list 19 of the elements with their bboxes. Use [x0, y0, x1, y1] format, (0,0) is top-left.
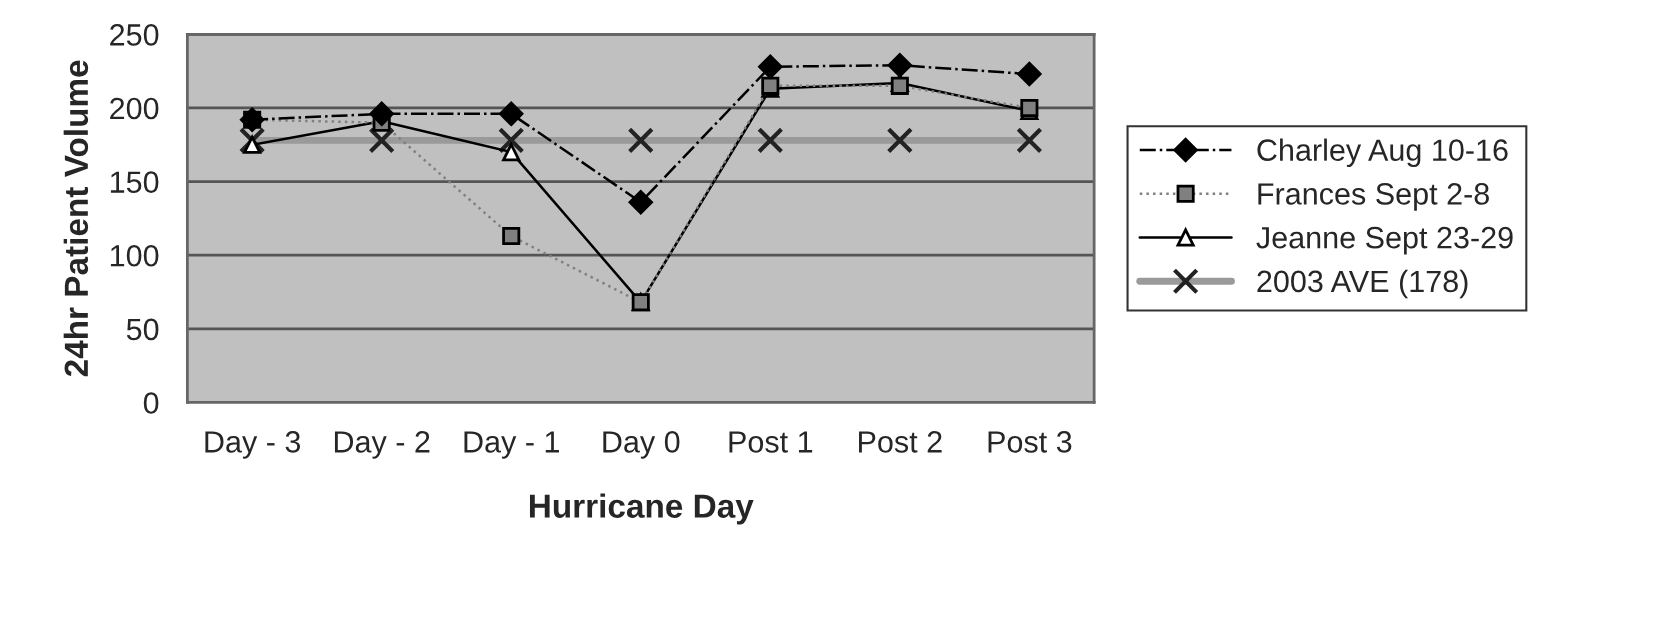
- x-tick-label: Day - 3: [205, 431, 301, 459]
- legend-label: Charley Aug 10-16: [1257, 138, 1508, 167]
- x-tick-label: Day - 2: [334, 431, 430, 459]
- legend-label: Jeanne Sept 23-29: [1256, 226, 1513, 255]
- y-tick-label: 0: [143, 392, 159, 414]
- x-axis-title: Hurricane Day: [529, 493, 754, 525]
- y-tick-label: 200: [110, 97, 159, 120]
- y-tick-label: 250: [110, 24, 159, 46]
- x-tick-label: Post 3: [988, 431, 1072, 453]
- y-axis-title: 24hr Patient Volume: [63, 60, 89, 377]
- y-tick-label: 50: [126, 318, 159, 341]
- x-tick-label: Day 0: [603, 431, 680, 459]
- legend-label: Frances Sept 2-8: [1258, 183, 1489, 211]
- y-tick-label: 100: [110, 244, 159, 267]
- x-tick-label: Post 2: [859, 431, 942, 453]
- y-tick-label: 150: [110, 171, 159, 193]
- legend-label: 2003 AVE (178): [1257, 269, 1468, 299]
- x-tick-label: Day - 1: [464, 431, 559, 459]
- x-tick-label: Post 1: [729, 431, 813, 453]
